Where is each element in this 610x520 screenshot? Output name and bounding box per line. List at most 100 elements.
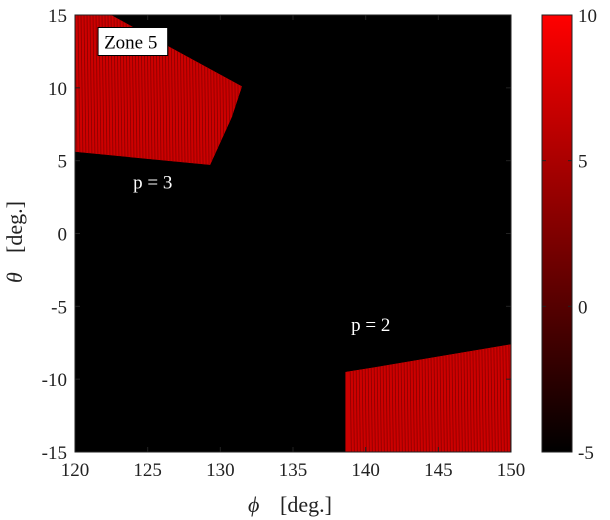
region-stripe — [485, 344, 493, 452]
region-stripe — [239, 15, 243, 165]
region-stripe — [143, 15, 151, 165]
region-stripe — [152, 15, 160, 165]
region-stripe — [227, 15, 235, 165]
region-stripe — [176, 15, 184, 165]
region-stripe — [446, 344, 454, 452]
x-axis-label: ϕ [deg.] — [248, 492, 332, 517]
region-stripe — [482, 344, 490, 452]
region-stripe — [413, 344, 421, 452]
region-stripe — [200, 15, 208, 165]
region-stripe — [359, 344, 367, 452]
annotations: Zone 5 p = 3 p = 2 — [97, 27, 390, 336]
region-stripe — [113, 15, 121, 165]
region-stripe — [404, 344, 412, 452]
y-axis-symbol: θ — [2, 272, 27, 283]
region-stripe — [83, 15, 91, 165]
region-stripe — [371, 344, 379, 452]
region-stripe — [80, 15, 88, 165]
region-stripe — [218, 15, 226, 165]
y-axis-unit: [deg.] — [2, 201, 27, 253]
y-tick-label: -10 — [42, 370, 67, 391]
y-tick-label: 0 — [58, 225, 68, 246]
colorbar — [541, 14, 573, 453]
region-stripe — [119, 15, 127, 165]
x-tick-label: 150 — [497, 460, 526, 481]
region-stripe — [182, 15, 190, 165]
region-stripe — [473, 344, 481, 452]
region-stripe — [452, 344, 460, 452]
region-stripe — [392, 344, 400, 452]
region-stripe — [365, 344, 373, 452]
region-stripe — [377, 344, 385, 452]
region-stripe — [230, 15, 238, 165]
x-axis-unit: [deg.] — [280, 492, 332, 517]
region-stripe — [131, 15, 139, 165]
region-stripe — [140, 15, 148, 165]
region-stripe — [470, 344, 478, 452]
zone-label-box — [97, 27, 169, 57]
x-tick-label: 130 — [206, 460, 235, 481]
y-tick-label: -5 — [51, 297, 67, 318]
y-axis-label: θ [deg.] — [2, 201, 27, 283]
region-stripe — [368, 344, 376, 452]
region-stripe — [224, 15, 232, 165]
region-stripe — [458, 344, 466, 452]
region-stripe — [383, 344, 391, 452]
region-stripe — [116, 15, 124, 165]
x-axis-ticks: 120 125 130 135 140 145 150 — [61, 15, 526, 481]
region-stripe — [128, 15, 136, 165]
region-stripe — [191, 15, 199, 165]
region-stripe — [380, 344, 388, 452]
region-stripe — [236, 15, 243, 165]
region-stripe — [425, 344, 433, 452]
region-label: p = 2 — [351, 315, 390, 336]
y-axis-ticks: 15 10 5 0 -5 -10 -15 — [42, 6, 511, 464]
region-stripe — [347, 344, 355, 452]
region-stripe — [488, 344, 496, 452]
region-stripe — [104, 15, 112, 165]
region-stripe — [410, 344, 418, 452]
region-stripe — [362, 344, 370, 452]
region-stripe — [479, 344, 487, 452]
region-stripe — [494, 344, 502, 452]
region-stripe — [179, 15, 187, 165]
region-stripe — [416, 344, 424, 452]
region-stripe — [476, 344, 484, 452]
region-stripe — [146, 15, 154, 165]
y-tick-label: 15 — [48, 6, 67, 27]
colorbar-tick-label: -5 — [578, 443, 594, 464]
region-stripe — [345, 344, 352, 452]
region-stripe — [206, 15, 214, 165]
region-stripe — [164, 15, 172, 165]
region-stripe — [197, 15, 205, 165]
region-stripe — [134, 15, 142, 165]
region-stripe — [434, 344, 442, 452]
region-stripe — [173, 15, 181, 165]
region-stripe — [467, 344, 475, 452]
region-stripe — [107, 15, 115, 165]
region-stripe — [185, 15, 193, 165]
x-axis-symbol: ϕ — [248, 492, 259, 517]
region-stripe — [110, 15, 118, 165]
region-stripe — [194, 15, 202, 165]
region-p3 — [75, 15, 243, 165]
region-stripe — [98, 15, 106, 165]
region-stripe — [101, 15, 109, 165]
region-stripe — [431, 344, 439, 452]
region-stripe — [455, 344, 463, 452]
region-stripe — [449, 344, 457, 452]
region-stripe — [497, 344, 505, 452]
region-stripe — [212, 15, 220, 165]
region-stripe — [407, 344, 415, 452]
y-tick-label: 10 — [48, 79, 67, 100]
colorbar-ticks: 10 5 0 -5 — [542, 6, 597, 464]
region-stripe — [422, 344, 430, 452]
zone-label: Zone 5 — [104, 33, 157, 54]
region-stripe — [167, 15, 175, 165]
region-stripe — [395, 344, 403, 452]
region-stripe — [353, 344, 361, 452]
region-stripe — [209, 15, 217, 165]
colorbar-tick-label: 10 — [578, 6, 597, 27]
region-stripe — [389, 344, 397, 452]
